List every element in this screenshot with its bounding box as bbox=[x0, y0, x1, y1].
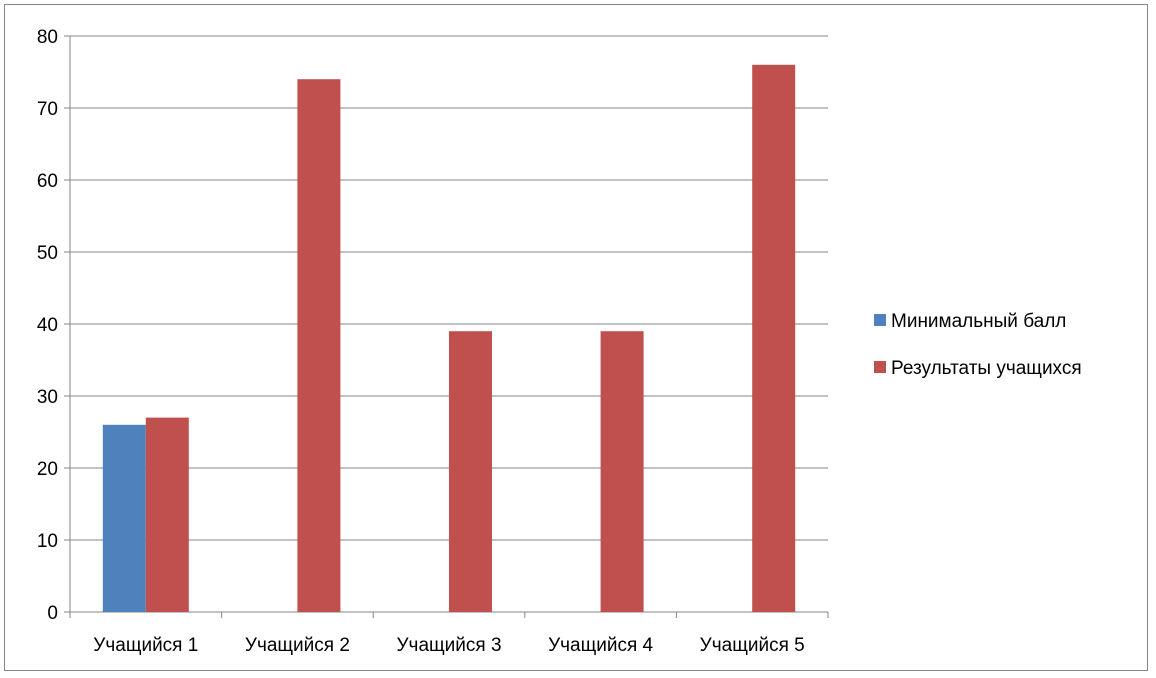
legend-swatch-2 bbox=[874, 361, 886, 373]
legend-swatch-1 bbox=[874, 314, 886, 326]
x-category-label-5: Учащийся 5 bbox=[700, 635, 805, 656]
gridlines bbox=[70, 35, 828, 541]
y-tick-label-10: 10 bbox=[37, 531, 58, 552]
bar-min-score-1 bbox=[102, 424, 146, 612]
legend-label-2: Результаты учащихся bbox=[891, 358, 1082, 379]
y-tick-label-20: 20 bbox=[37, 459, 58, 480]
y-tick-label-70: 70 bbox=[37, 99, 58, 120]
bars bbox=[102, 64, 796, 613]
y-tick-label-80: 80 bbox=[37, 27, 58, 48]
legend-label-1: Минимальный балл bbox=[891, 311, 1066, 332]
bar-student-result-3 bbox=[449, 331, 492, 612]
x-category-label-2: Учащийся 2 bbox=[245, 635, 350, 656]
bar-student-result-4 bbox=[600, 331, 644, 612]
y-tick-labels: 0 10 20 30 40 50 60 70 80 bbox=[37, 27, 58, 624]
y-tick-label-30: 30 bbox=[37, 387, 58, 408]
chart-frame bbox=[4, 4, 1148, 671]
x-category-label-1: Учащийся 1 bbox=[93, 635, 198, 656]
y-tick-label-0: 0 bbox=[47, 603, 58, 624]
y-tick-label-50: 50 bbox=[37, 243, 58, 264]
x-category-label-4: Учащийся 4 bbox=[548, 635, 653, 656]
bar-student-result-1 bbox=[145, 417, 189, 612]
legend: Минимальный балл Результаты учащихся bbox=[874, 311, 1082, 379]
bar-student-result-5 bbox=[752, 64, 796, 613]
bar-student-result-2 bbox=[297, 79, 341, 612]
y-tick-label-60: 60 bbox=[37, 171, 58, 192]
x-category-label-3: Учащийся 3 bbox=[396, 635, 501, 656]
y-tick-label-40: 40 bbox=[37, 315, 58, 336]
x-category-labels: Учащийся 1 Учащийся 2 Учащийся 3 Учащийся 4… bbox=[93, 635, 804, 656]
